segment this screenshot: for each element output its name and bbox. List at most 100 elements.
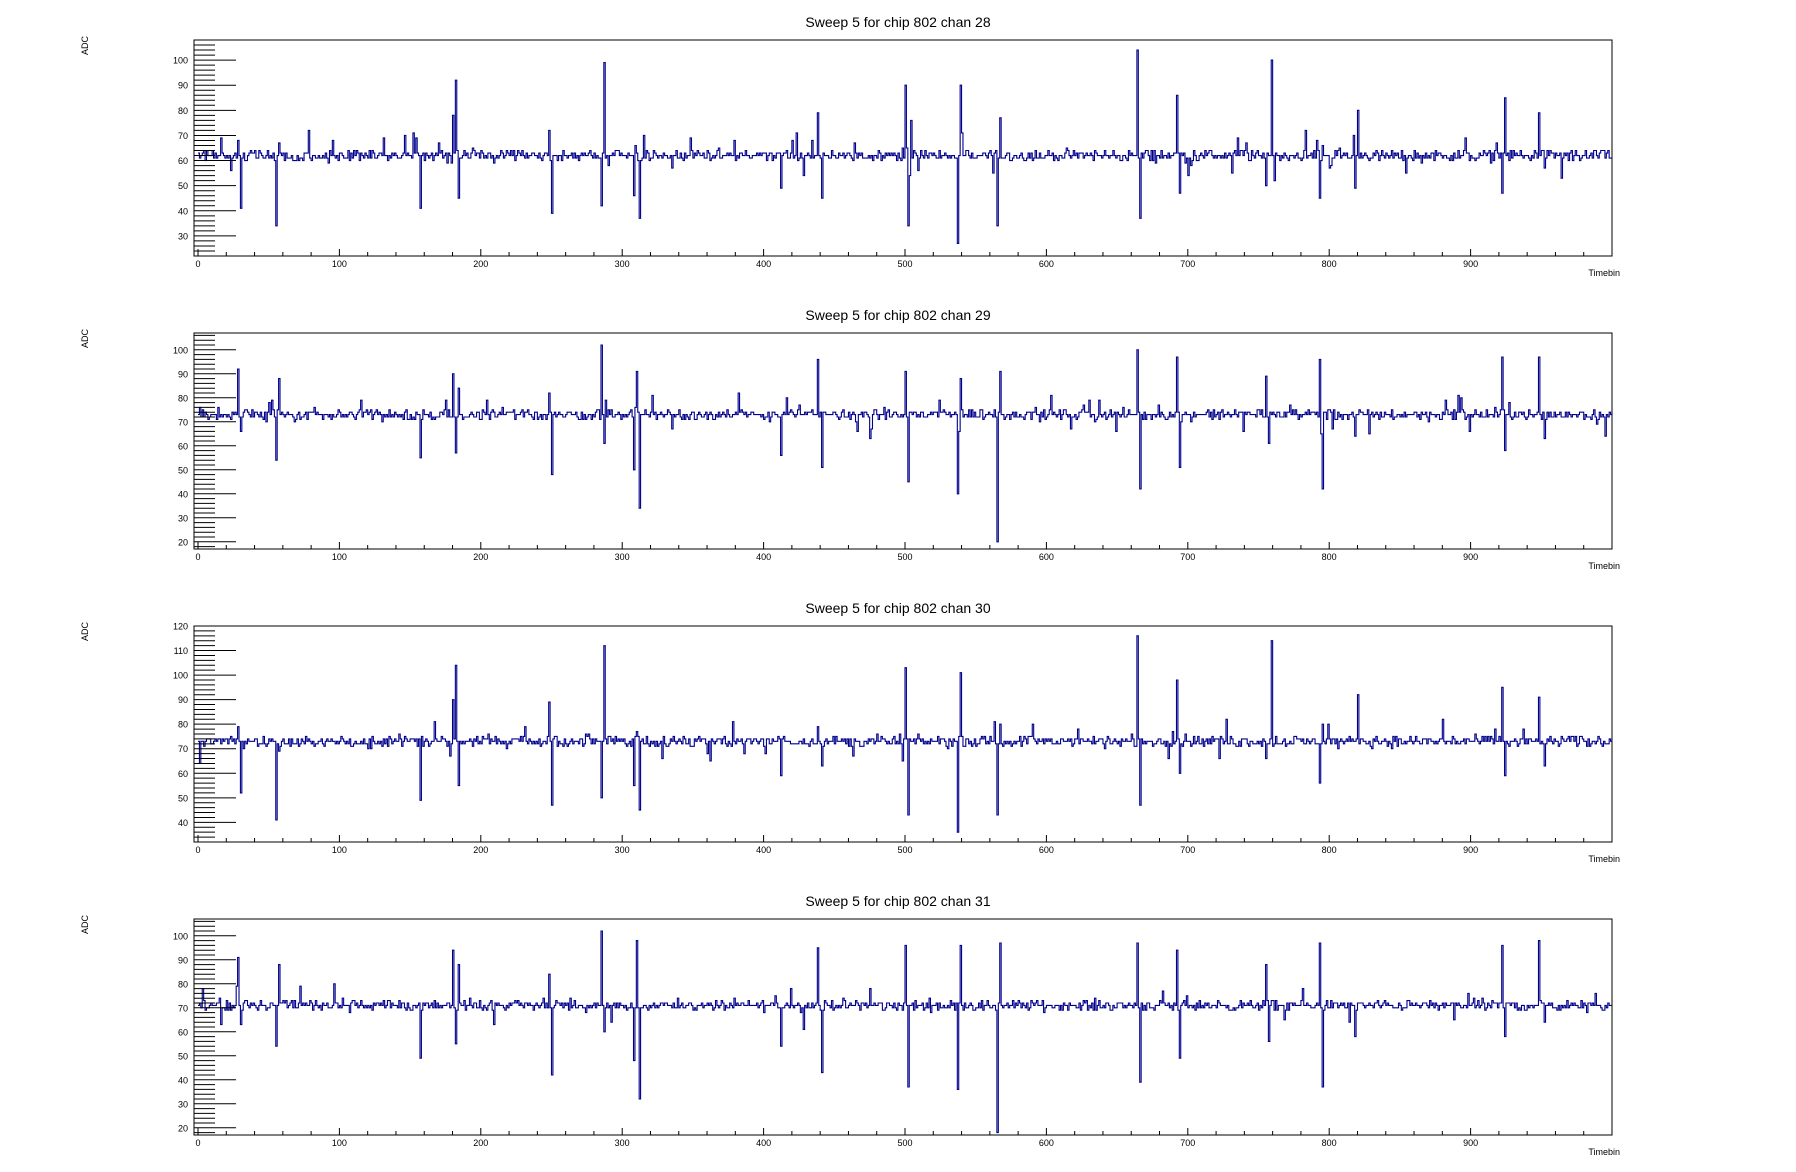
plot-frame bbox=[193, 332, 1613, 550]
x-tick-label: 200 bbox=[473, 1138, 488, 1148]
y-axis-label: ADC bbox=[80, 621, 90, 641]
series-line bbox=[198, 49, 1612, 244]
x-tick-label: 600 bbox=[1039, 552, 1054, 562]
y-tick-label: 30 bbox=[178, 1099, 188, 1109]
y-tick-label: 60 bbox=[178, 1027, 188, 1037]
x-tick-label: 900 bbox=[1463, 552, 1478, 562]
x-tick-label: 600 bbox=[1039, 845, 1054, 855]
x-tick-label: 200 bbox=[473, 552, 488, 562]
plot-frame bbox=[193, 625, 1613, 843]
x-tick-label: 400 bbox=[756, 845, 771, 855]
y-tick-label: 100 bbox=[173, 345, 188, 355]
x-tick-label: 300 bbox=[615, 259, 630, 269]
x-axis-label: Timebin bbox=[1588, 1147, 1620, 1157]
x-tick-label: 200 bbox=[473, 259, 488, 269]
x-tick-label: 800 bbox=[1322, 259, 1337, 269]
x-tick-label: 800 bbox=[1322, 845, 1337, 855]
plot-area-chan-30: 40 50 60 70 80 90 100 110 120 0 100 200 300 400 500 600… bbox=[173, 622, 1613, 855]
y-tick-label: 40 bbox=[178, 818, 188, 828]
y-tick-label: 90 bbox=[178, 81, 188, 91]
x-tick-label: 400 bbox=[756, 259, 771, 269]
y-axis-label: ADC bbox=[80, 914, 90, 934]
x-tick-label: 600 bbox=[1039, 259, 1054, 269]
y-tick-label: 80 bbox=[178, 720, 188, 730]
x-axis-label: Timebin bbox=[1588, 561, 1620, 571]
x-tick-label: 500 bbox=[897, 259, 912, 269]
x-tick-label: 0 bbox=[195, 259, 200, 269]
series-line bbox=[198, 344, 1612, 543]
x-tick-label: 100 bbox=[332, 552, 347, 562]
x-tick-label: 600 bbox=[1039, 1138, 1054, 1148]
x-axis-label: Timebin bbox=[1588, 268, 1620, 278]
plot-area-chan-29: 20 30 40 50 60 70 80 90 100 0 100 200 300 400 500 600 70… bbox=[173, 332, 1613, 562]
chart-title: Sweep 5 for chip 802 chan 30 bbox=[805, 600, 991, 616]
chart-panel-chan-31: 20 30 40 50 60 70 80 90 100 0 100 200 300 400 500 600 70… bbox=[0, 879, 1796, 1172]
plot-frame bbox=[193, 39, 1613, 257]
x-tick-label: 100 bbox=[332, 1138, 347, 1148]
y-tick-label: 100 bbox=[173, 931, 188, 941]
x-tick-label: 800 bbox=[1322, 552, 1337, 562]
y-tick-label: 90 bbox=[178, 955, 188, 965]
series-line bbox=[198, 930, 1612, 1134]
x-tick-label: 300 bbox=[615, 552, 630, 562]
x-tick-label: 0 bbox=[195, 845, 200, 855]
y-tick-label: 70 bbox=[178, 744, 188, 754]
chart-title: Sweep 5 for chip 802 chan 28 bbox=[805, 14, 991, 30]
y-tick-label: 60 bbox=[178, 769, 188, 779]
chart-title: Sweep 5 for chip 802 chan 29 bbox=[805, 307, 991, 323]
x-tick-label: 100 bbox=[332, 845, 347, 855]
x-tick-label: 500 bbox=[897, 1138, 912, 1148]
y-axis-label: ADC bbox=[80, 35, 90, 55]
x-tick-label: 300 bbox=[615, 845, 630, 855]
x-tick-label: 500 bbox=[897, 552, 912, 562]
y-tick-label: 80 bbox=[178, 393, 188, 403]
x-axis-label: Timebin bbox=[1588, 854, 1620, 864]
x-tick-label: 0 bbox=[195, 1138, 200, 1148]
y-tick-label: 50 bbox=[178, 793, 188, 803]
plot-area-chan-31: 20 30 40 50 60 70 80 90 100 0 100 200 300 400 500 600 70… bbox=[173, 918, 1613, 1148]
x-tick-label: 500 bbox=[897, 845, 912, 855]
y-tick-label: 50 bbox=[178, 1051, 188, 1061]
y-tick-label: 40 bbox=[178, 1075, 188, 1085]
chart-panel-chan-30: 40 50 60 70 80 90 100 110 120 0 100 200 300 400 500 600… bbox=[0, 586, 1796, 879]
y-tick-label: 50 bbox=[178, 181, 188, 191]
x-tick-label: 900 bbox=[1463, 845, 1478, 855]
y-tick-label: 90 bbox=[178, 695, 188, 705]
chart-panel-chan-28: 30 40 50 60 70 80 90 100 0 100 200 300 400 500 600 700 8… bbox=[0, 0, 1796, 293]
y-tick-label: 100 bbox=[173, 56, 188, 66]
x-tick-label: 400 bbox=[756, 1138, 771, 1148]
y-tick-label: 20 bbox=[178, 537, 188, 547]
y-tick-label: 40 bbox=[178, 206, 188, 216]
y-tick-label: 90 bbox=[178, 369, 188, 379]
y-tick-label: 70 bbox=[178, 131, 188, 141]
x-tick-label: 700 bbox=[1180, 1138, 1195, 1148]
x-tick-label: 900 bbox=[1463, 1138, 1478, 1148]
plot-frame bbox=[193, 918, 1613, 1136]
x-tick-label: 400 bbox=[756, 552, 771, 562]
x-tick-label: 800 bbox=[1322, 1138, 1337, 1148]
y-tick-label: 60 bbox=[178, 156, 188, 166]
y-tick-label: 30 bbox=[178, 231, 188, 241]
y-tick-label: 60 bbox=[178, 441, 188, 451]
series-line bbox=[198, 635, 1612, 833]
x-tick-label: 200 bbox=[473, 845, 488, 855]
y-tick-label: 100 bbox=[173, 671, 188, 681]
y-tick-label: 80 bbox=[178, 106, 188, 116]
x-tick-label: 700 bbox=[1180, 259, 1195, 269]
y-tick-label: 30 bbox=[178, 513, 188, 523]
x-tick-label: 0 bbox=[195, 552, 200, 562]
chart-panel-chan-29: 20 30 40 50 60 70 80 90 100 0 100 200 300 400 500 600 70… bbox=[0, 293, 1796, 586]
y-tick-label: 40 bbox=[178, 489, 188, 499]
x-tick-label: 900 bbox=[1463, 259, 1478, 269]
x-tick-label: 700 bbox=[1180, 845, 1195, 855]
y-tick-label: 80 bbox=[178, 979, 188, 989]
y-tick-label: 120 bbox=[173, 622, 188, 632]
x-tick-label: 100 bbox=[332, 259, 347, 269]
y-tick-label: 110 bbox=[174, 646, 188, 656]
y-tick-label: 70 bbox=[178, 1003, 188, 1013]
plot-area-chan-28: 30 40 50 60 70 80 90 100 0 100 200 300 400 500 600 700 8… bbox=[173, 39, 1613, 269]
y-tick-label: 20 bbox=[178, 1123, 188, 1133]
y-tick-label: 70 bbox=[178, 417, 188, 427]
y-axis-label: ADC bbox=[80, 328, 90, 348]
